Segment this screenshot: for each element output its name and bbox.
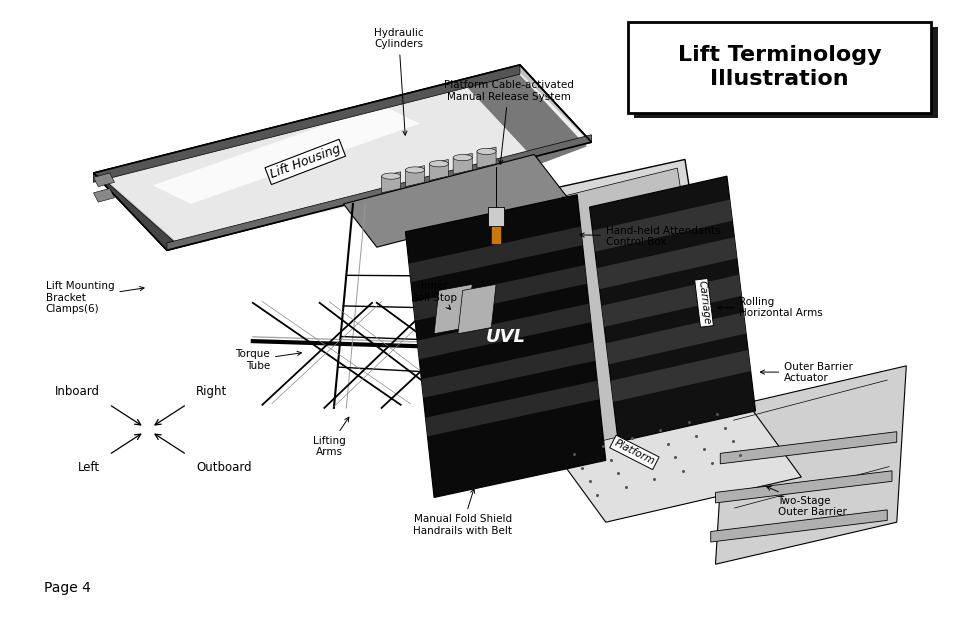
- Text: Platform Cable-activated
Manual Release System: Platform Cable-activated Manual Release …: [443, 80, 573, 164]
- Text: Torque
Tube: Torque Tube: [235, 349, 301, 371]
- Bar: [491, 226, 500, 244]
- Polygon shape: [405, 166, 424, 187]
- Polygon shape: [476, 147, 496, 168]
- Ellipse shape: [476, 148, 496, 154]
- FancyBboxPatch shape: [627, 22, 930, 113]
- Polygon shape: [429, 159, 448, 180]
- Text: Hand-held Attendants
Control Box: Hand-held Attendants Control Box: [579, 226, 720, 247]
- Polygon shape: [715, 366, 905, 564]
- Ellipse shape: [381, 173, 400, 179]
- Text: Right: Right: [195, 386, 227, 399]
- Polygon shape: [453, 153, 472, 174]
- Polygon shape: [381, 172, 400, 193]
- Polygon shape: [425, 381, 598, 436]
- Polygon shape: [416, 303, 590, 359]
- Text: Two-Stage
Outer Barrier: Two-Stage Outer Barrier: [766, 486, 845, 517]
- Polygon shape: [720, 432, 896, 464]
- Text: Inboard: Inboard: [54, 386, 100, 399]
- Polygon shape: [592, 200, 732, 252]
- Polygon shape: [93, 173, 178, 250]
- Polygon shape: [343, 154, 567, 247]
- Polygon shape: [152, 105, 419, 204]
- Text: Outboard: Outboard: [195, 460, 252, 473]
- Polygon shape: [601, 275, 740, 327]
- Polygon shape: [106, 68, 586, 244]
- Text: Hydraulic
Cylinders: Hydraulic Cylinders: [374, 28, 423, 135]
- Text: Carriage: Carriage: [696, 280, 711, 326]
- Polygon shape: [434, 284, 472, 334]
- Polygon shape: [413, 265, 586, 321]
- Polygon shape: [457, 284, 496, 334]
- FancyBboxPatch shape: [634, 27, 937, 118]
- Polygon shape: [597, 237, 736, 289]
- Polygon shape: [610, 350, 750, 402]
- Text: Outer Barrier
Actuator: Outer Barrier Actuator: [760, 362, 852, 383]
- Polygon shape: [589, 176, 755, 442]
- Bar: [488, 207, 503, 226]
- Polygon shape: [93, 173, 114, 187]
- Polygon shape: [605, 312, 745, 365]
- Text: Lift Terminology
Illustration: Lift Terminology Illustration: [677, 45, 881, 90]
- Polygon shape: [93, 65, 519, 182]
- Text: Lift Mounting
Bracket
Clamps(6): Lift Mounting Bracket Clamps(6): [46, 281, 144, 315]
- Polygon shape: [710, 510, 886, 542]
- Polygon shape: [548, 399, 801, 522]
- Text: Inner
Roll Stop: Inner Roll Stop: [411, 281, 456, 309]
- Polygon shape: [93, 65, 591, 250]
- Polygon shape: [409, 227, 582, 282]
- Polygon shape: [524, 159, 724, 455]
- Polygon shape: [537, 168, 715, 447]
- Text: Left: Left: [77, 460, 100, 473]
- Polygon shape: [467, 70, 586, 164]
- Text: Lifting
Arms: Lifting Arms: [313, 417, 349, 457]
- Text: Lift Housing: Lift Housing: [268, 143, 342, 181]
- Polygon shape: [93, 188, 114, 202]
- Text: Page 4: Page 4: [44, 580, 91, 595]
- Text: UVL: UVL: [485, 328, 525, 346]
- Polygon shape: [405, 195, 605, 497]
- Text: Rolling
Horizontal Arms: Rolling Horizontal Arms: [717, 297, 822, 318]
- Text: Manual Fold Shield
Handrails with Belt: Manual Fold Shield Handrails with Belt: [413, 489, 512, 536]
- Ellipse shape: [429, 161, 448, 167]
- Ellipse shape: [453, 154, 472, 161]
- Polygon shape: [167, 135, 591, 250]
- Polygon shape: [421, 342, 595, 398]
- Polygon shape: [715, 471, 891, 503]
- Ellipse shape: [405, 167, 424, 173]
- Text: Platform: Platform: [612, 438, 656, 467]
- Polygon shape: [106, 88, 538, 244]
